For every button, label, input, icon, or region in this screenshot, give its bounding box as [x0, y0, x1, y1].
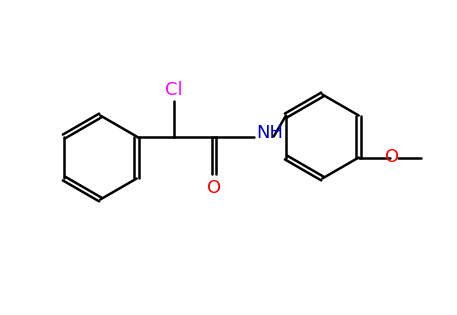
- Text: O: O: [385, 148, 399, 167]
- Text: NH: NH: [256, 124, 283, 142]
- Text: Cl: Cl: [165, 81, 183, 99]
- Text: O: O: [207, 179, 221, 198]
